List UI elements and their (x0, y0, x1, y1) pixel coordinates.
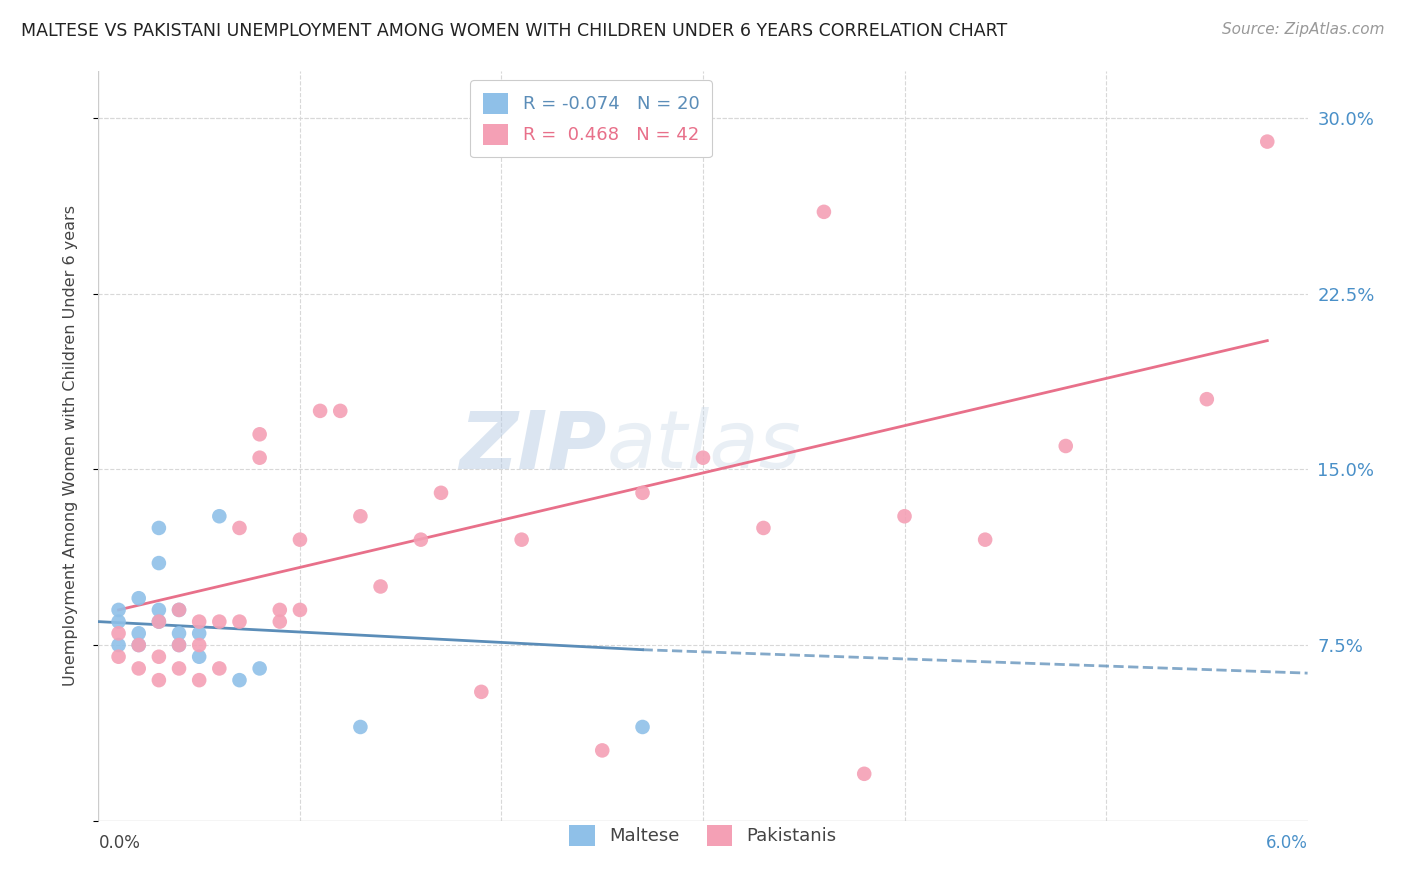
Point (309, 404, 332, 418)
Point (167, 638, 190, 652)
Point (128, 638, 150, 652)
Point (1054, 439, 1077, 453)
Text: atlas: atlas (606, 407, 801, 485)
Point (974, 533, 997, 547)
Point (167, 661, 190, 675)
Point (430, 485, 453, 500)
Point (228, 673, 250, 688)
Point (269, 603, 291, 617)
Text: 6.0%: 6.0% (1265, 834, 1308, 852)
Point (893, 509, 915, 524)
Point (249, 661, 271, 675)
Point (188, 649, 211, 664)
Point (148, 603, 170, 617)
Point (107, 603, 129, 617)
Point (631, 720, 654, 734)
Point (249, 450, 271, 465)
Point (591, 743, 613, 757)
Text: MALTESE VS PAKISTANI UNEMPLOYMENT AMONG WOMEN WITH CHILDREN UNDER 6 YEARS CORREL: MALTESE VS PAKISTANI UNEMPLOYMENT AMONG … (21, 22, 1007, 40)
Point (167, 626, 190, 640)
Point (107, 615, 129, 629)
Point (269, 615, 291, 629)
Point (128, 591, 150, 606)
Point (167, 603, 190, 617)
Point (128, 661, 150, 675)
Point (249, 427, 271, 442)
Point (167, 603, 190, 617)
Point (148, 556, 170, 570)
Point (349, 720, 371, 734)
Point (853, 767, 876, 781)
Text: Source: ZipAtlas.com: Source: ZipAtlas.com (1222, 22, 1385, 37)
Point (167, 638, 190, 652)
Point (510, 533, 533, 547)
Point (228, 521, 250, 535)
Point (188, 673, 211, 688)
Point (188, 615, 211, 629)
Point (107, 638, 129, 652)
Point (148, 615, 170, 629)
Legend: Maltese, Pakistanis: Maltese, Pakistanis (562, 818, 844, 853)
Point (752, 521, 775, 535)
Point (128, 638, 150, 652)
Y-axis label: Unemployment Among Women with Children Under 6 years: Unemployment Among Women with Children U… (63, 205, 77, 687)
Point (107, 649, 129, 664)
Point (148, 649, 170, 664)
Point (148, 673, 170, 688)
Point (631, 485, 654, 500)
Point (1256, 135, 1278, 149)
Point (470, 685, 492, 699)
Point (370, 580, 392, 594)
Point (692, 450, 714, 465)
Point (188, 626, 211, 640)
Point (288, 533, 311, 547)
Point (188, 638, 211, 652)
Point (148, 521, 170, 535)
Point (228, 615, 250, 629)
Text: ZIP: ZIP (458, 407, 606, 485)
Point (128, 626, 150, 640)
Point (409, 533, 432, 547)
Point (148, 615, 170, 629)
Point (208, 509, 231, 524)
Point (1195, 392, 1218, 407)
Point (813, 204, 835, 219)
Point (208, 615, 231, 629)
Point (107, 626, 129, 640)
Point (208, 661, 231, 675)
Point (329, 404, 352, 418)
Point (349, 509, 371, 524)
Point (288, 603, 311, 617)
Text: 0.0%: 0.0% (98, 834, 141, 852)
